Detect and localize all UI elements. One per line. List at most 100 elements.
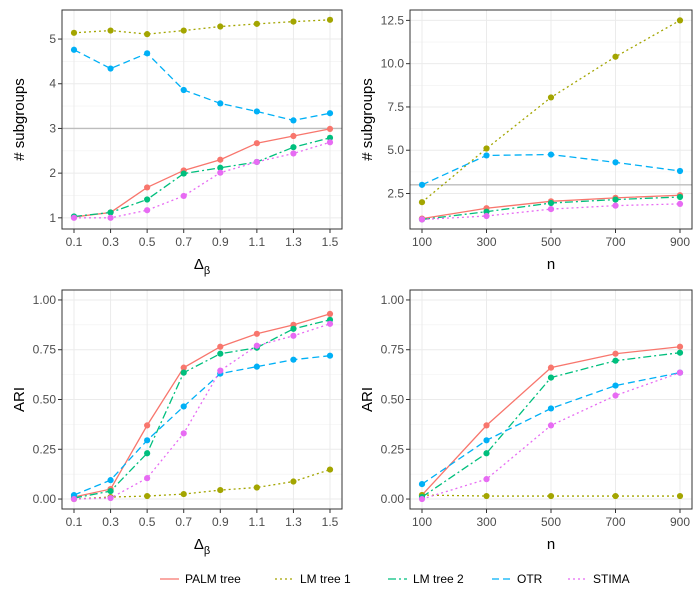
y-tick-label: 2.5: [387, 187, 404, 201]
x-tick-label: 0.1: [66, 515, 83, 529]
series-line-otr: [73, 49, 331, 122]
data-point: [107, 487, 114, 495]
y-tick-label: 1.00: [33, 293, 57, 307]
data-point: [676, 193, 684, 201]
data-point: [144, 196, 151, 203]
data-point: [180, 170, 187, 177]
data-point: [217, 23, 224, 30]
data-point: [253, 363, 260, 370]
data-point: [180, 490, 187, 498]
data-point: [253, 484, 260, 491]
data-point: [483, 145, 490, 152]
y-tick-label: 0.50: [33, 393, 57, 407]
data-point: [70, 29, 78, 36]
data-point: [107, 209, 114, 216]
data-point: [217, 164, 224, 171]
legend-label: STIMA: [593, 572, 630, 586]
series-line-stima: [74, 141, 331, 219]
x-axis-title-main: n: [547, 256, 555, 273]
data-point: [483, 212, 490, 220]
x-tick-label: 900: [670, 515, 690, 529]
data-point: [217, 486, 224, 494]
data-point: [290, 478, 297, 485]
series-line-lm-tree-2: [73, 137, 331, 218]
x-tick-label: 0.3: [102, 515, 119, 529]
y-tick-label: 5: [49, 32, 56, 46]
data-point: [418, 181, 426, 188]
data-point: [326, 310, 334, 317]
data-point: [676, 200, 684, 207]
x-tick-label: 1.5: [322, 515, 339, 529]
data-point: [676, 349, 684, 356]
data-point: [144, 492, 151, 500]
data-point: [547, 205, 555, 213]
series-line-palm-tree: [73, 313, 331, 498]
x-axis-title: Δβ: [194, 536, 210, 557]
y-axis-title: # subgroups: [11, 78, 28, 161]
data-point: [253, 342, 260, 349]
y-tick-label: 1: [49, 211, 56, 225]
data-point: [144, 422, 151, 429]
data-point: [180, 430, 187, 437]
data-point: [483, 492, 490, 500]
x-tick-label: 0.5: [139, 235, 156, 249]
data-point: [144, 437, 151, 444]
data-point: [547, 374, 555, 381]
series-line-stima: [421, 203, 681, 221]
data-point: [676, 492, 684, 500]
series-line-otr: [73, 355, 331, 496]
data-point: [70, 46, 78, 53]
data-point: [144, 475, 151, 482]
legend-entry: OTR: [492, 572, 543, 586]
x-tick-label: 1.1: [249, 515, 266, 529]
x-tick-label: 300: [476, 235, 496, 249]
legend-label: LM tree 1: [300, 572, 351, 586]
data-point: [253, 108, 260, 115]
panel-bottom-right: 0.00 0.25 0.50 0.75 1.00 100 300 500 700 900 n ARI: [359, 289, 693, 553]
data-point: [326, 320, 334, 327]
data-point: [418, 199, 426, 206]
data-point: [253, 330, 260, 337]
x-tick-label: 500: [541, 515, 561, 529]
x-tick-label: 1.3: [285, 235, 302, 249]
data-point: [107, 494, 114, 502]
data-point: [180, 86, 187, 94]
y-tick-label: 2: [49, 166, 56, 180]
data-point: [290, 356, 297, 363]
x-tick-label: 1.3: [285, 515, 302, 529]
y-tick-label: 5.0: [387, 143, 404, 157]
y-tick-label: 10.0: [381, 57, 405, 71]
y-tick-label: 0.25: [381, 442, 405, 456]
x-axis-title: n: [547, 536, 555, 553]
y-tick-label: 4: [49, 77, 56, 91]
x-tick-label: 100: [412, 235, 432, 249]
data-point: [217, 169, 224, 176]
panel-bottom-left: 0.00 0.25 0.50 0.75 1.00 0.1 0.3 0.5 0.7 0.9 1.1 1.…: [11, 289, 343, 557]
y-tick-label: 1.00: [381, 293, 405, 307]
x-axis-title-main: n: [547, 536, 555, 553]
data-point: [144, 50, 151, 57]
legend: PALM tree LM tree 1 LM tree 2 OTR STIMA: [160, 572, 630, 586]
data-point: [290, 150, 297, 157]
y-axis-title: ARI: [359, 387, 376, 412]
data-point: [676, 369, 684, 376]
data-point: [612, 492, 619, 500]
data-point: [144, 450, 151, 457]
panel-border: [409, 289, 693, 510]
data-point: [483, 450, 490, 457]
data-point: [612, 53, 619, 60]
x-tick-label: 0.9: [212, 235, 229, 249]
data-point: [253, 20, 260, 27]
data-point: [418, 481, 426, 488]
data-point: [676, 343, 684, 350]
series-line-palm-tree: [73, 128, 331, 218]
legend-entry: STIMA: [568, 572, 630, 586]
data-point: [107, 65, 114, 72]
data-point: [547, 492, 555, 500]
data-point: [547, 422, 555, 429]
x-tick-label: 300: [476, 515, 496, 529]
data-point: [180, 364, 187, 371]
data-point: [180, 192, 187, 200]
